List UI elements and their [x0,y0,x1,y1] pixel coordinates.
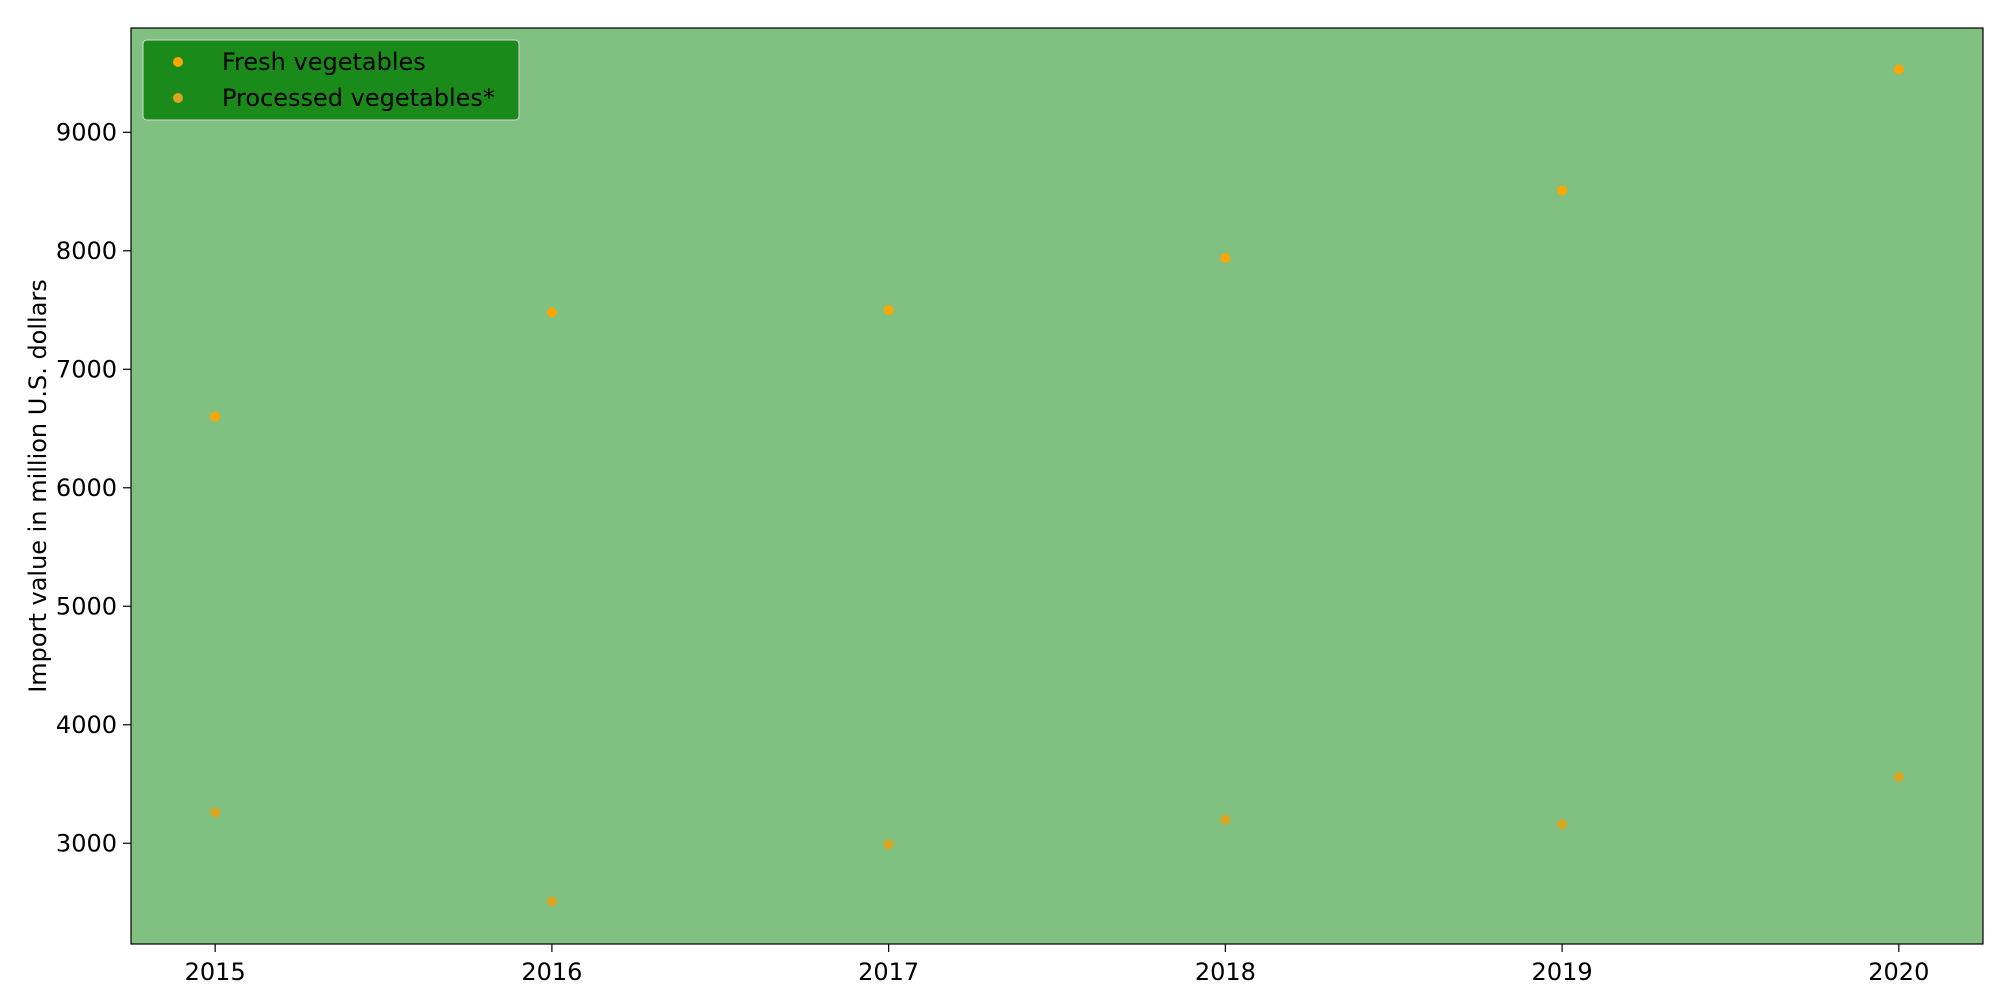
data-point-series-2 [210,807,221,818]
y-tick-label: 4000 [56,711,117,739]
x-tick-label: 2019 [1532,958,1593,986]
data-points [210,64,1904,907]
x-tick-label: 2015 [185,958,246,986]
legend-box [142,39,520,121]
y-tick-label: 3000 [56,829,117,857]
y-tick-label: 7000 [56,355,117,383]
y-axis-title: Import value in million U.S. dollars [24,279,52,693]
legend-marker [173,57,183,67]
x-tick-label: 2018 [1195,958,1256,986]
legend-label: Processed vegetables* [222,84,495,112]
plot-area [130,27,1984,945]
data-point-series-1 [546,307,557,318]
data-point-series-1 [1893,64,1904,75]
legend-marker [173,93,183,103]
data-point-series-1 [1220,252,1231,263]
data-point-series-2 [1893,771,1904,782]
data-point-series-1 [210,411,221,422]
y-axis: 3000 4000 5000 6000 7000 8000 9000 [56,118,131,857]
data-point-series-1 [1557,185,1568,196]
x-tick-label: 2016 [521,958,582,986]
y-tick-label: 8000 [56,237,117,265]
y-tick-label: 5000 [56,592,117,620]
x-tick-label: 2020 [1868,958,1929,986]
legend-label: Fresh vegetables [222,48,426,76]
data-point-series-2 [1557,819,1568,830]
x-tick-label: 2017 [858,958,919,986]
data-point-series-1 [883,305,894,316]
data-point-series-2 [883,839,894,850]
y-tick-label: 6000 [56,474,117,502]
data-point-series-2 [546,896,557,907]
x-axis: 2015 2016 2017 2018 2019 2020 [185,944,1929,986]
data-point-series-2 [1220,814,1231,825]
legend: Fresh vegetables Processed vegetables* [142,39,520,121]
y-tick-label: 9000 [56,118,117,146]
